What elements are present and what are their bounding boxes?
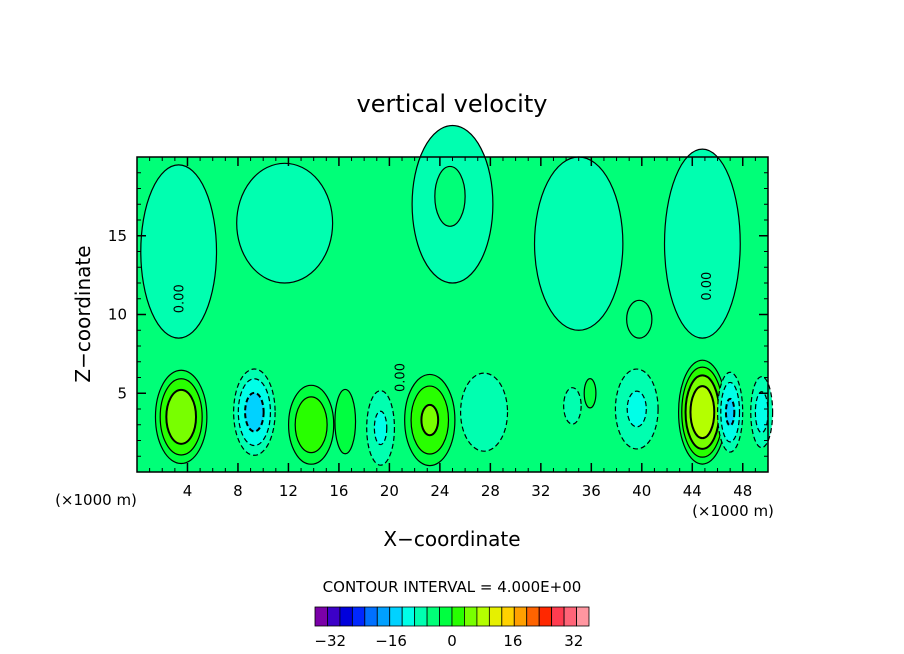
cell-3 [334, 388, 357, 455]
cell-12 [750, 376, 774, 449]
y-tick-labels: 5 10 15 [108, 172, 768, 457]
cell-1 [233, 368, 276, 456]
contour [563, 387, 582, 425]
colorbar-swatch [538, 606, 553, 627]
upper-patch-4 [663, 148, 741, 339]
colorbar [314, 606, 590, 627]
contour [724, 397, 736, 427]
cell-5 [404, 373, 456, 467]
contour [583, 378, 597, 409]
x-tick-label: 44 [683, 482, 702, 500]
upper-patch-3 [533, 156, 624, 331]
colorbar-swatch [339, 606, 353, 627]
zero-contour-label-0: 0.00 [173, 284, 188, 313]
colorbar-swatch [376, 606, 391, 627]
colorbar-tick-labels: −32 −16 0 16 32 [314, 632, 583, 650]
x-tick-label: 24 [430, 482, 449, 500]
x-tick-label: 12 [279, 482, 298, 500]
colorbar-swatch [389, 606, 403, 627]
x-tick-labels: 4 8 12 16 20 24 28 32 36 40 44 48 [149, 157, 756, 500]
cell-2 [287, 384, 335, 465]
x-tick-label: 48 [733, 482, 752, 500]
y-tick-label: 10 [108, 306, 127, 324]
cell-11 [716, 371, 744, 453]
colorbar-swatch [364, 606, 378, 627]
x-tick-label: 20 [380, 482, 399, 500]
colorbar-swatch [526, 606, 540, 627]
colorbar-swatch [351, 606, 366, 627]
cell-4 [366, 390, 396, 466]
colorbar-swatch [439, 606, 453, 627]
contour [754, 391, 769, 434]
colorbar-swatch [551, 606, 565, 627]
cell-7 [563, 387, 582, 425]
contour [244, 391, 265, 433]
cell-0 [154, 369, 208, 465]
y-tick-label: 5 [117, 384, 127, 402]
x-tick-label: 40 [632, 482, 651, 500]
y-axis-label: Z−coordinate [71, 245, 95, 382]
zero-contour-label-2: 0.00 [700, 272, 715, 301]
colorbar-tick-label: 0 [447, 632, 457, 650]
contour [294, 396, 328, 454]
plot-area: 0.00 0.00 0.00 [136, 124, 774, 473]
upper-patch-6 [626, 299, 653, 339]
colorbar-swatch [327, 606, 341, 627]
zero-contour-label-1: 0.00 [394, 363, 409, 392]
contour [373, 410, 388, 446]
upper-patch-1 [236, 162, 334, 284]
colorbar-swatch [488, 606, 503, 627]
colorbar-swatch [563, 606, 577, 627]
contour [420, 403, 440, 437]
colorbar-swatch [401, 606, 416, 627]
upper-patch-5 [434, 165, 466, 227]
contour [459, 372, 509, 452]
colorbar-swatch [513, 606, 528, 627]
x-tick-label: 4 [183, 482, 193, 500]
contour [626, 390, 647, 428]
x-tick-label: 32 [531, 482, 550, 500]
y-tick-label: 15 [108, 227, 127, 245]
cell-10 [677, 359, 727, 465]
colorbar-swatch [314, 606, 328, 627]
x-axis-label: X−coordinate [383, 527, 520, 551]
x-tick-label: 8 [233, 482, 243, 500]
contour [689, 385, 716, 440]
colorbar-swatch [464, 606, 478, 627]
colorbar-swatch [414, 606, 428, 627]
contour [334, 388, 357, 455]
colorbar-swatch [576, 606, 590, 627]
cell-6 [459, 372, 509, 452]
cell-9 [614, 368, 659, 450]
x-unit-label-right: (×1000 m) [692, 502, 774, 520]
colorbar-swatch [451, 606, 465, 627]
contour-interval-label: CONTOUR INTERVAL = 4.000E+00 [323, 578, 582, 596]
x-tick-label: 28 [481, 482, 500, 500]
colorbar-swatch [426, 606, 440, 627]
x-unit-label-left: (×1000 m) [55, 491, 137, 509]
x-tick-label: 16 [329, 482, 348, 500]
chart-title: vertical velocity [357, 90, 548, 118]
cell-8 [583, 378, 597, 409]
colorbar-tick-label: 32 [564, 632, 583, 650]
colorbar-swatch [501, 606, 515, 627]
colorbar-tick-label: 16 [503, 632, 522, 650]
contour [165, 388, 198, 445]
colorbar-tick-label: −32 [314, 632, 346, 650]
colorbar-swatch [476, 606, 490, 627]
x-tick-label: 36 [582, 482, 601, 500]
colorbar-tick-label: −16 [375, 632, 407, 650]
